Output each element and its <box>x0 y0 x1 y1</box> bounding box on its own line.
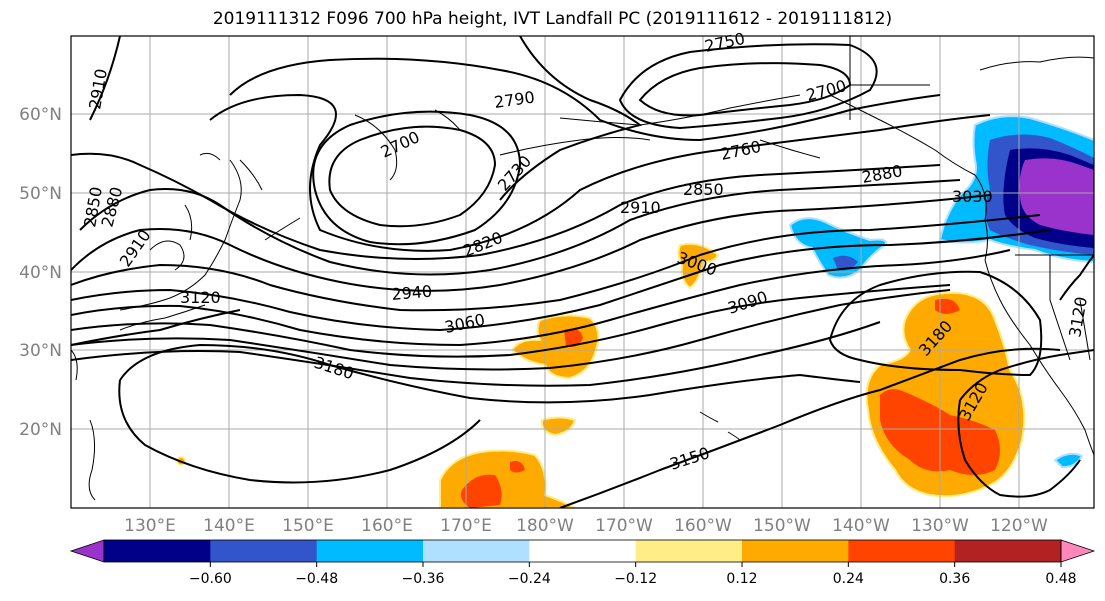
map-border <box>70 35 1095 509</box>
colorbar-tick-label: −0.60 <box>189 571 232 587</box>
lat-label: 60°N <box>19 105 62 125</box>
ivt-shade-central-core <box>564 328 583 347</box>
contour-2700-nak <box>638 62 852 117</box>
colorbar-tick-label: 0.48 <box>1045 571 1076 587</box>
contour-2910 <box>71 36 991 292</box>
colorbar-tick-label: −0.12 <box>614 571 657 587</box>
lon-label: 180°W <box>516 516 574 536</box>
lon-label: 150°W <box>753 516 811 536</box>
ivt-positive-shading <box>176 242 1026 508</box>
coast-hawaii <box>699 411 741 441</box>
colorbar-extend-high <box>1060 539 1096 563</box>
colorbar-swatch <box>529 540 637 562</box>
contour-3180-east <box>828 270 1043 377</box>
colorbar-swatch <box>423 540 530 562</box>
lon-label: 160°W <box>674 516 732 536</box>
lat-label: 40°N <box>19 263 62 283</box>
ivt-shade-southwest-core <box>461 474 502 508</box>
coast-asia-japan <box>71 159 242 501</box>
contour-2880 <box>79 179 961 276</box>
colorbar-swatch <box>954 540 1062 562</box>
contour-2820 <box>209 93 991 252</box>
coastlines <box>71 36 1094 501</box>
coast-sakhalin-kuril <box>199 152 301 241</box>
colorbar-swatches <box>69 539 1096 563</box>
graticule <box>71 36 1094 508</box>
colorbar-extend-low <box>69 539 105 563</box>
contour-3030 <box>71 249 1011 347</box>
lon-label: 130°W <box>911 516 969 536</box>
lon-label: 170°E <box>440 516 492 536</box>
contour-label: 2910 <box>620 198 661 217</box>
colorbar-ticks: −0.60 −0.48 −0.36 −0.24 −0.12 0.12 0.24 0.36 0.4… <box>189 562 1077 587</box>
lat-label: 50°N <box>19 184 62 204</box>
colorbar-tick-label: −0.48 <box>295 571 338 587</box>
colorbar-tick-label: 0.12 <box>726 571 757 587</box>
ivt-shade-southeast <box>1053 452 1084 469</box>
contour-3150 <box>71 321 881 387</box>
colorbar: −0.60 −0.48 −0.36 −0.24 −0.12 0.12 0.24 0.36 0.4… <box>69 539 1096 587</box>
coast-north-america <box>984 259 1094 456</box>
coast-aleutians <box>499 137 651 156</box>
ivt-shade-east-pacific-north <box>935 298 960 314</box>
colorbar-swatch <box>848 540 956 562</box>
ivt-negative-shading <box>788 115 1094 469</box>
ivt-shade-small-1 <box>540 416 577 437</box>
lon-label: 130°E <box>124 516 176 536</box>
contour-label: 3030 <box>952 187 993 206</box>
contour-2750 <box>499 36 643 201</box>
ivt-shade-southwest-core2 <box>510 461 525 473</box>
colorbar-swatch <box>104 540 211 562</box>
contour-3120-east <box>957 349 1094 498</box>
coast-canada-east <box>849 36 1094 361</box>
lon-label: 140°E <box>203 516 255 536</box>
contour-label: 2940 <box>391 282 433 304</box>
contour-3000 <box>71 229 1051 332</box>
contour-3180-west <box>119 343 861 404</box>
colorbar-tick-label: 0.36 <box>939 571 970 587</box>
height-contours <box>71 36 1094 508</box>
contour-label: 3120 <box>180 288 221 307</box>
contour-2730-nak <box>618 43 878 130</box>
colorbar-swatch <box>635 540 743 562</box>
contour-2940 <box>71 214 1041 312</box>
coast-alaska <box>559 94 988 261</box>
contour-label: 2850 <box>683 180 724 199</box>
lon-label: 120°W <box>990 516 1048 536</box>
map-title: 2019111312 F096 700 hPa height, IVT Land… <box>212 9 893 29</box>
colorbar-tick-label: 0.24 <box>833 571 864 587</box>
colorbar-tick-label: −0.36 <box>402 571 445 587</box>
colorbar-swatch <box>742 540 849 562</box>
longitude-labels: 130°E 140°E 150°E 160°E 170°E 180°W 170°… <box>124 516 1048 536</box>
lat-label: 20°N <box>19 420 62 440</box>
lon-label: 160°E <box>361 516 413 536</box>
lat-label: 30°N <box>19 341 62 361</box>
contour-2790 <box>229 57 941 142</box>
lon-label: 150°E <box>282 516 334 536</box>
contour-3120-right <box>1059 254 1094 301</box>
contour-2730-low <box>312 110 522 246</box>
contour-2700-low <box>328 125 497 228</box>
colorbar-outline <box>103 539 1062 563</box>
ivt-shade-midpacific-core <box>833 255 858 271</box>
contour-3090 <box>71 289 951 371</box>
lon-label: 140°W <box>832 516 890 536</box>
colorbar-swatch <box>210 540 318 562</box>
lon-label: 170°W <box>595 516 653 536</box>
contour-3060 <box>71 284 951 358</box>
contour-3150-south <box>118 347 1061 508</box>
colorbar-swatch <box>316 540 424 562</box>
colorbar-tick-label: −0.24 <box>508 571 551 587</box>
contour-2850 <box>71 152 941 260</box>
latitude-labels: 60°N 50°N 40°N 30°N 20°N <box>19 105 62 440</box>
contour-3120-west <box>71 309 241 346</box>
